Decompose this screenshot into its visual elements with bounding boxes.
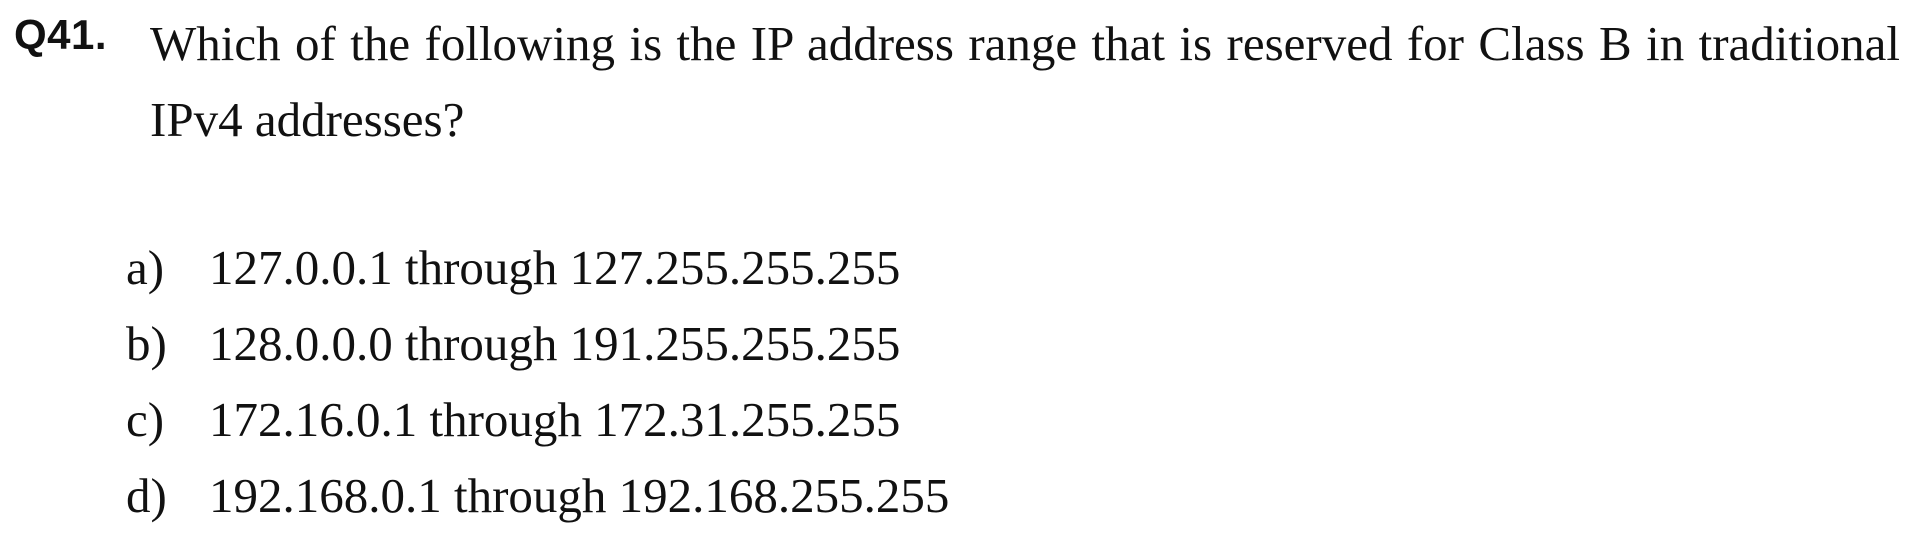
option-text: 128.0.0.0 through 191.255.255.255 (209, 316, 901, 371)
answer-option-c[interactable]: c) 172.16.0.1 through 172.31.255.255 (126, 382, 949, 458)
answer-option-b[interactable]: b) 128.0.0.0 through 191.255.255.255 (126, 306, 949, 382)
option-text: 172.16.0.1 through 172.31.255.255 (209, 392, 901, 447)
option-text: 192.168.0.1 through 192.168.255.255 (209, 468, 950, 523)
answer-option-a[interactable]: a) 127.0.0.1 through 127.255.255.255 (126, 230, 949, 306)
answer-options-list: a) 127.0.0.1 through 127.255.255.255 b) 12… (126, 230, 949, 534)
option-letter: b) (126, 316, 167, 371)
question-text: Which of the following is the IP address… (150, 16, 1900, 147)
answer-option-d[interactable]: d) 192.168.0.1 through 192.168.255.255 (126, 458, 949, 534)
option-text: 127.0.0.1 through 127.255.255.255 (209, 240, 901, 295)
question-number: Q41. (14, 11, 108, 58)
option-letter: c) (126, 392, 165, 447)
option-letter: d) (126, 468, 167, 523)
option-letter: a) (126, 240, 165, 295)
